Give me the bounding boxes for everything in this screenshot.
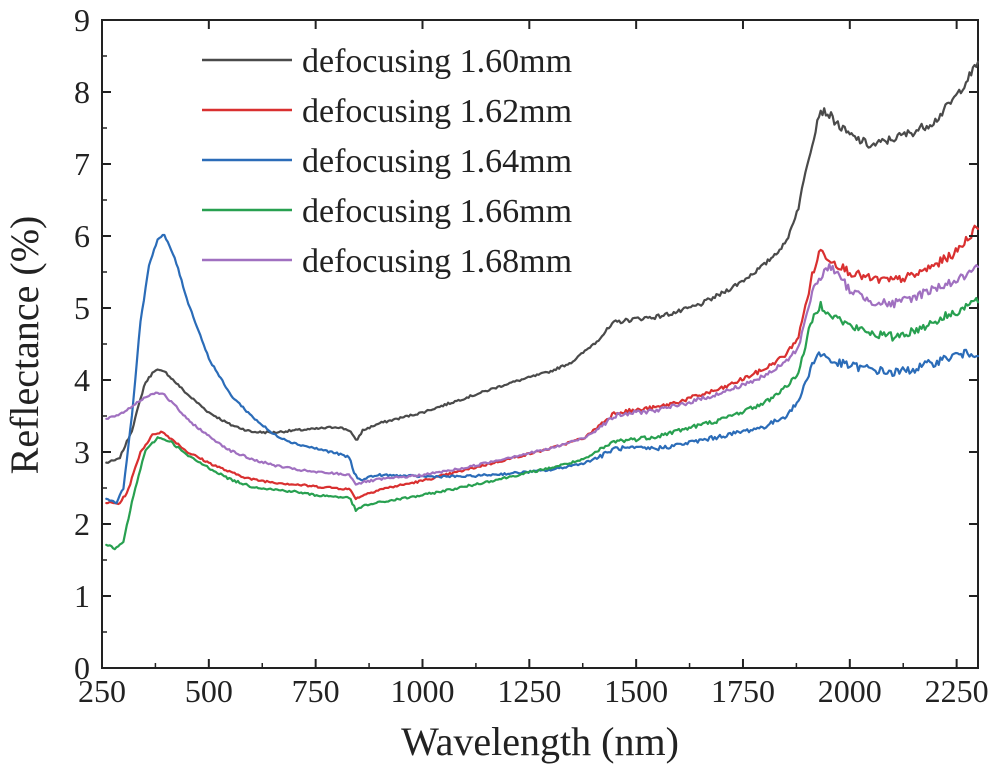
legend-label-5: defocusing 1.68mm [302, 243, 572, 280]
y-axis-label: Reflectance (%) [2, 216, 47, 475]
x-tick-label: 1250 [497, 673, 561, 709]
x-axis-label: Wavelength (nm) [401, 719, 679, 764]
axes-layer: 250 500 750 1000 1250 1500 1750 2000 2250 0 1 2 3 4 5 6… [74, 2, 989, 709]
x-tick-label: 2000 [818, 673, 882, 709]
legend-label-2: defocusing 1.62mm [302, 93, 572, 130]
y-tick-label: 3 [74, 434, 90, 470]
y-tick-label: 8 [74, 74, 90, 110]
series-layer [105, 60, 980, 551]
y-tick-label: 6 [74, 218, 90, 254]
x-tick-label: 2250 [925, 673, 989, 709]
x-tick-label: 250 [78, 673, 126, 709]
x-tick-label: 500 [185, 673, 233, 709]
y-tick-label: 1 [74, 578, 90, 614]
legend-label-1: defocusing 1.60mm [302, 43, 572, 80]
x-tick-label: 1000 [390, 673, 454, 709]
x-tick-label: 1750 [711, 673, 775, 709]
y-tick-label: 7 [74, 146, 90, 182]
y-tick-label: 4 [74, 362, 90, 398]
y-tick-label: 2 [74, 506, 90, 542]
y-tick-label: 5 [74, 290, 90, 326]
x-tick-label: 750 [292, 673, 340, 709]
y-tick-label: 9 [74, 2, 90, 38]
legend-label-4: defocusing 1.66mm [302, 193, 572, 230]
series-line-1 [105, 60, 980, 464]
series-line-4 [105, 296, 980, 551]
legend-label-3: defocusing 1.64mm [302, 143, 572, 180]
y-tick-label: 0 [74, 650, 90, 686]
legend: defocusing 1.60mm defocusing 1.62mm defocu… [202, 43, 572, 280]
x-tick-label: 1500 [604, 673, 668, 709]
series-line-5 [105, 263, 980, 486]
